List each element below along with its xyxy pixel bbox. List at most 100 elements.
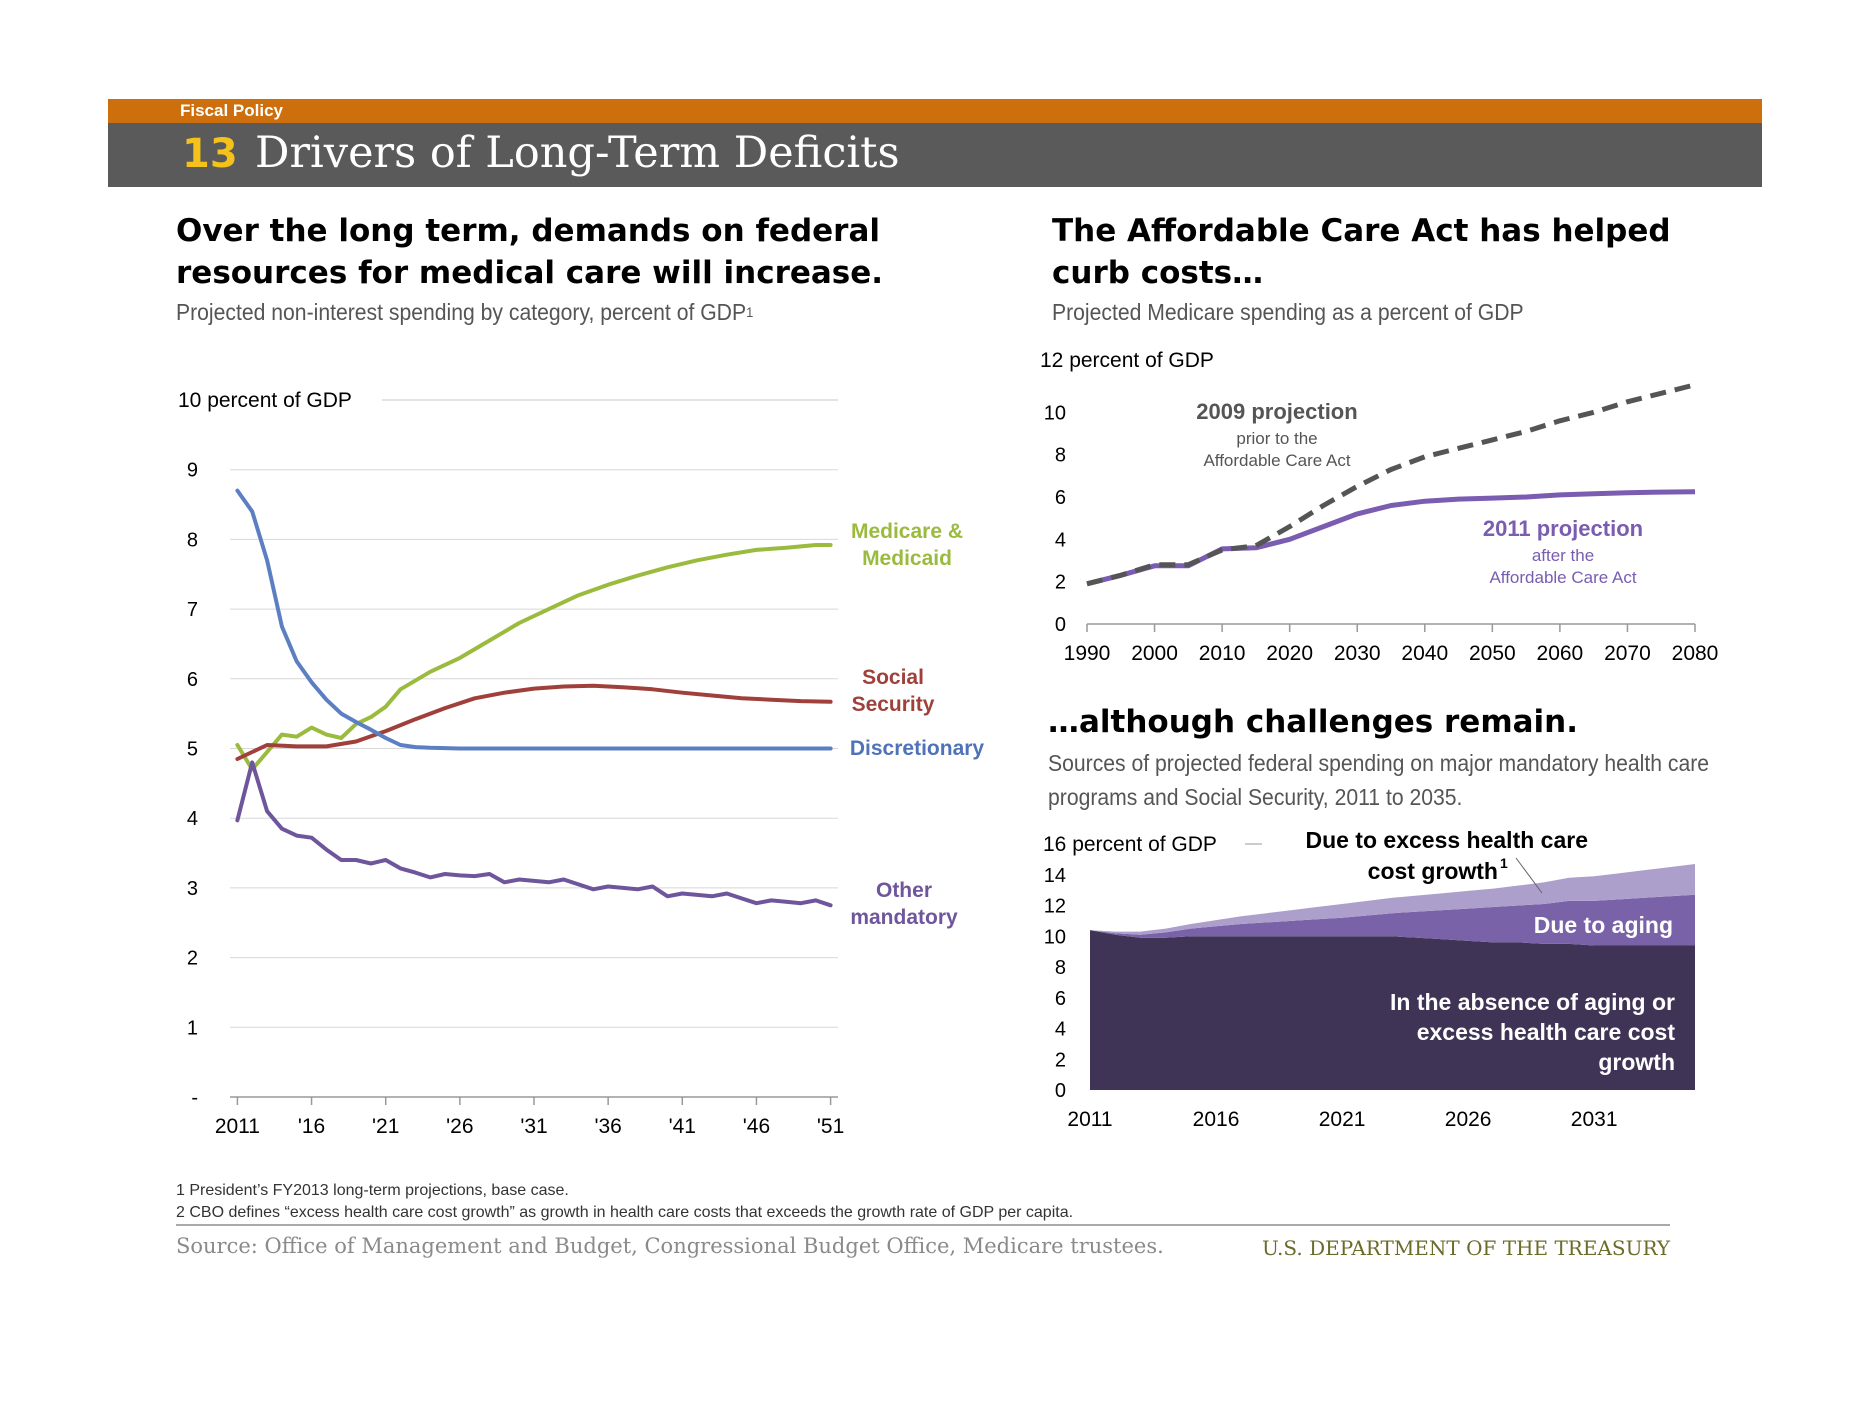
y-tick-label: 4 xyxy=(1055,1019,1066,1041)
series-label: 2011 projection xyxy=(1483,516,1643,541)
y-axis-title: 16 percent of GDP xyxy=(1043,833,1217,856)
right-heading-line1: The Affordable Care Act has helped xyxy=(1052,213,1671,249)
y-tick-label: 5 xyxy=(187,739,198,761)
x-tick-label: 2011 xyxy=(215,1115,260,1138)
x-tick-label: 2031 xyxy=(1571,1108,1618,1131)
y-tick-label: 8 xyxy=(187,529,198,551)
x-tick-label: 2050 xyxy=(1469,642,1516,665)
y-tick-label: 9 xyxy=(187,460,198,482)
x-tick-label: '21 xyxy=(372,1115,399,1138)
series-label: Medicaid xyxy=(862,547,952,570)
footnotes: 1 President’s FY2013 long-term projectio… xyxy=(176,1180,1073,1224)
series-label: Security xyxy=(852,693,935,716)
left-heading-line2: resources for medical care will increase… xyxy=(176,255,884,291)
y-tick-label: 14 xyxy=(1044,865,1066,887)
x-tick-label: 2040 xyxy=(1401,642,1448,665)
x-tick-label: '31 xyxy=(520,1115,547,1138)
y-tick-label: 10 xyxy=(1044,402,1066,424)
footnote-marker: 1 xyxy=(1500,855,1508,871)
y-tick-label: 6 xyxy=(1055,988,1066,1010)
series-line-medicare-medicaid xyxy=(235,543,833,772)
y-tick-label: 3 xyxy=(187,878,198,900)
series-label: Other xyxy=(876,879,932,902)
x-tick-label: '36 xyxy=(594,1115,621,1138)
series-annotation: Affordable Care Act xyxy=(1489,568,1636,587)
series-label: Medicare & xyxy=(851,520,963,543)
department-name: U.S. DEPARTMENT OF THE TREASURY xyxy=(1262,1236,1671,1260)
area-aging xyxy=(1090,894,1695,946)
series-label: mandatory xyxy=(850,906,958,929)
x-tick-label: 2020 xyxy=(1266,642,1313,665)
footnote-2: 2 CBO defines “excess health care cost g… xyxy=(176,1204,1074,1221)
series-annotation: Affordable Care Act xyxy=(1203,451,1350,470)
y-axis-title: 10 percent of GDP xyxy=(178,389,352,412)
x-tick-label: 2060 xyxy=(1537,642,1584,665)
area-label: growth xyxy=(1598,1049,1675,1075)
x-tick-label: 2011 xyxy=(1067,1108,1112,1131)
x-tick-label: '41 xyxy=(669,1115,696,1138)
y-tick-label: 6 xyxy=(1055,487,1066,509)
x-tick-label: 2080 xyxy=(1672,642,1719,665)
area-label: Due to excess health care xyxy=(1305,827,1588,853)
series-label: 2009 projection xyxy=(1196,399,1357,424)
area-label: In the absence of aging or xyxy=(1390,989,1675,1015)
slide-title: Drivers of Long-Term Deficits xyxy=(255,128,900,178)
x-tick-label: 2000 xyxy=(1131,642,1178,665)
y-tick-label: 2 xyxy=(1055,572,1066,594)
y-tick-label: 2 xyxy=(187,948,198,970)
series-line-social-security xyxy=(235,683,833,761)
y-tick-label: 0 xyxy=(1055,614,1066,636)
y-tick-label: 1 xyxy=(187,1017,198,1039)
y-tick-label: 6 xyxy=(187,669,198,691)
x-tick-label: '16 xyxy=(298,1115,325,1138)
right-bottom-subtitle-line1: Sources of projected federal spending on… xyxy=(1048,750,1710,776)
right-bottom-subtitle-line2: programs and Social Security, 2011 to 20… xyxy=(1048,784,1463,810)
x-tick-label: 2016 xyxy=(1193,1108,1240,1131)
y-tick-label: 10 xyxy=(1044,926,1066,948)
x-tick-label: 2026 xyxy=(1445,1108,1492,1131)
section-label: Fiscal Policy xyxy=(180,101,283,120)
x-tick-label: 2070 xyxy=(1604,642,1651,665)
series-annotation: prior to the xyxy=(1236,429,1317,448)
x-tick-label: 2010 xyxy=(1199,642,1246,665)
x-tick-label: '51 xyxy=(817,1115,844,1138)
y-tick-label: 8 xyxy=(1055,445,1066,467)
series-line-2009-projection xyxy=(1086,382,1696,587)
y-tick-label: 2 xyxy=(1055,1049,1066,1071)
y-tick-label: 7 xyxy=(187,599,198,621)
series-line-other-mandatory xyxy=(235,760,833,908)
y-tick-label: 8 xyxy=(1055,957,1066,979)
series-label: Social xyxy=(862,666,924,689)
x-tick-label: 1990 xyxy=(1064,642,1111,665)
area-label: excess health care cost xyxy=(1417,1019,1676,1045)
right-top-subtitle: Projected Medicare spending as a percent… xyxy=(1052,299,1524,325)
y-tick-label: 0 xyxy=(1055,1080,1066,1102)
area-excess-cost xyxy=(1090,864,1695,935)
section-bar xyxy=(108,99,1762,123)
left-heading-line1: Over the long term, demands on federal xyxy=(176,213,881,249)
y-tick-label: 12 xyxy=(1044,896,1066,918)
series-annotation: after the xyxy=(1532,546,1594,565)
left-subtitle: Projected non-interest spending by categ… xyxy=(176,299,754,325)
x-tick-label: 2030 xyxy=(1334,642,1381,665)
source-note: Source: Office of Management and Budget,… xyxy=(176,1234,1164,1258)
footnote-1: 1 President’s FY2013 long-term projectio… xyxy=(176,1182,569,1199)
right-bottom-heading: …although challenges remain. xyxy=(1048,704,1579,740)
area-absence xyxy=(1090,930,1695,1090)
footer-divider xyxy=(176,1224,1670,1226)
y-axis-title: 12 percent of GDP xyxy=(1040,349,1214,372)
footnote-marker: 1 xyxy=(746,304,754,320)
area-label: Due to aging xyxy=(1534,912,1673,938)
x-tick-label: '46 xyxy=(743,1115,770,1138)
y-tick-label: 4 xyxy=(1055,529,1066,551)
x-tick-label: 2021 xyxy=(1319,1108,1366,1131)
area-label: cost growth xyxy=(1368,858,1498,884)
label-leader-line xyxy=(1515,857,1543,894)
x-tick-label: '26 xyxy=(446,1115,473,1138)
slide-number: 13 xyxy=(182,131,238,177)
title-bar xyxy=(108,123,1762,187)
y-tick-label: 4 xyxy=(187,808,198,830)
right-heading-line2: curb costs… xyxy=(1052,255,1264,291)
y-tick-label: - xyxy=(191,1087,198,1109)
